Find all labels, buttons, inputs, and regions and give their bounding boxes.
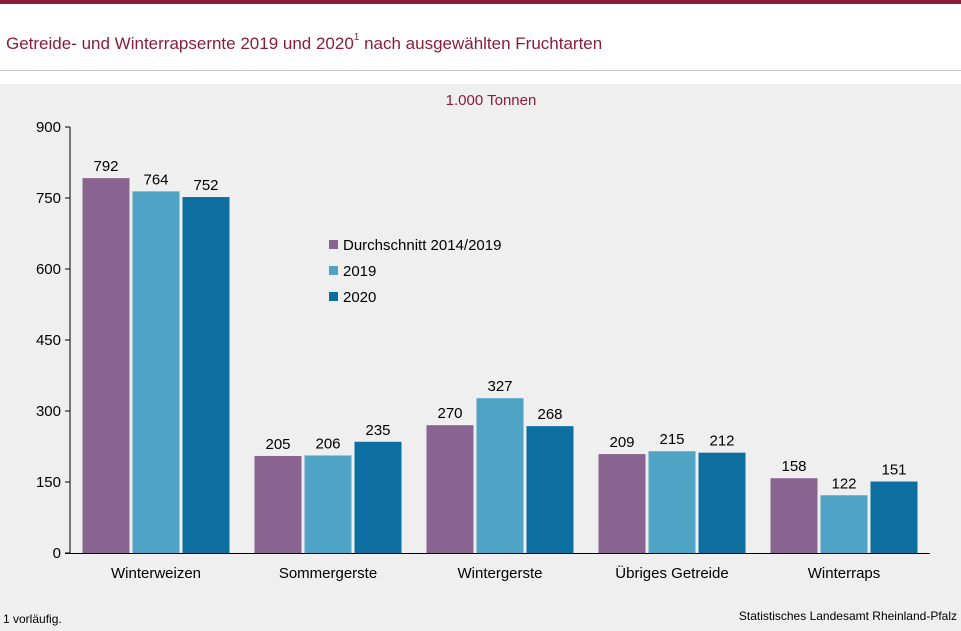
bar [426, 425, 474, 553]
bar [526, 426, 574, 553]
bar [698, 452, 746, 553]
y-tick-label: 450 [36, 332, 61, 349]
data-label: 206 [315, 435, 340, 452]
bar [132, 191, 180, 553]
bar [870, 481, 918, 553]
y-tick-label: 900 [36, 119, 61, 136]
legend-label: 2019 [343, 263, 376, 280]
title-footnote-mark: 1 [353, 32, 360, 44]
bar [254, 455, 302, 553]
data-label: 752 [193, 177, 218, 194]
data-label: 122 [831, 475, 856, 492]
y-tick-label: 0 [53, 545, 61, 562]
data-label: 215 [659, 431, 684, 448]
bar [304, 455, 352, 553]
top-accent-bar [0, 0, 961, 4]
source-note: Statistisches Landesamt Rheinland-Pfalz [738, 609, 957, 623]
legend-label: 2020 [343, 289, 376, 306]
bar [598, 454, 646, 553]
bar [182, 197, 230, 553]
title-rest: nach ausgewählten Fruchtarten [359, 34, 603, 53]
legend-label: Durchschnitt 2014/2019 [343, 237, 501, 254]
bar-chart: 1.000 Tonnen 0 150 300 450 600 750 900 792 764 752… [36, 92, 930, 582]
category-label: Winterraps [808, 565, 881, 582]
chart-panel: 1.000 Tonnen 0 150 300 450 600 750 900 792 764 752… [0, 84, 961, 631]
category-label: Übriges Getreide [615, 564, 728, 582]
y-tick-label: 600 [36, 261, 61, 278]
legend-swatch [329, 240, 338, 249]
y-tick-label: 750 [36, 190, 61, 207]
bar [354, 441, 402, 553]
data-label: 792 [93, 158, 118, 175]
category-label: Sommergerste [279, 565, 377, 582]
bar [648, 451, 696, 553]
data-label: 268 [537, 406, 562, 423]
y-tick-label: 300 [36, 403, 61, 420]
category-label: Winterweizen [111, 565, 201, 582]
data-label: 205 [265, 436, 290, 453]
data-label: 327 [487, 378, 512, 395]
data-label: 764 [143, 171, 168, 188]
data-label: 235 [365, 422, 390, 439]
legend-swatch [329, 292, 338, 301]
data-label: 158 [781, 458, 806, 475]
bar [82, 178, 130, 553]
title-main: Getreide- und Winterrapsernte 2019 und 2… [6, 34, 354, 53]
bar [476, 398, 524, 553]
bar [770, 478, 818, 553]
footnote: 1 vorläufig. [3, 612, 62, 626]
chart-title: Getreide- und Winterrapsernte 2019 und 2… [6, 32, 603, 54]
y-tick-label: 150 [36, 474, 61, 491]
category-label: Wintergerste [457, 565, 542, 582]
data-label: 151 [881, 462, 906, 479]
data-label: 270 [437, 405, 462, 422]
unit-label: 1.000 Tonnen [446, 92, 537, 109]
data-label: 209 [609, 434, 634, 451]
bar [820, 495, 868, 553]
title-area: Getreide- und Winterrapsernte 2019 und 2… [0, 4, 961, 71]
legend-swatch [329, 266, 338, 275]
data-label: 212 [709, 433, 734, 450]
